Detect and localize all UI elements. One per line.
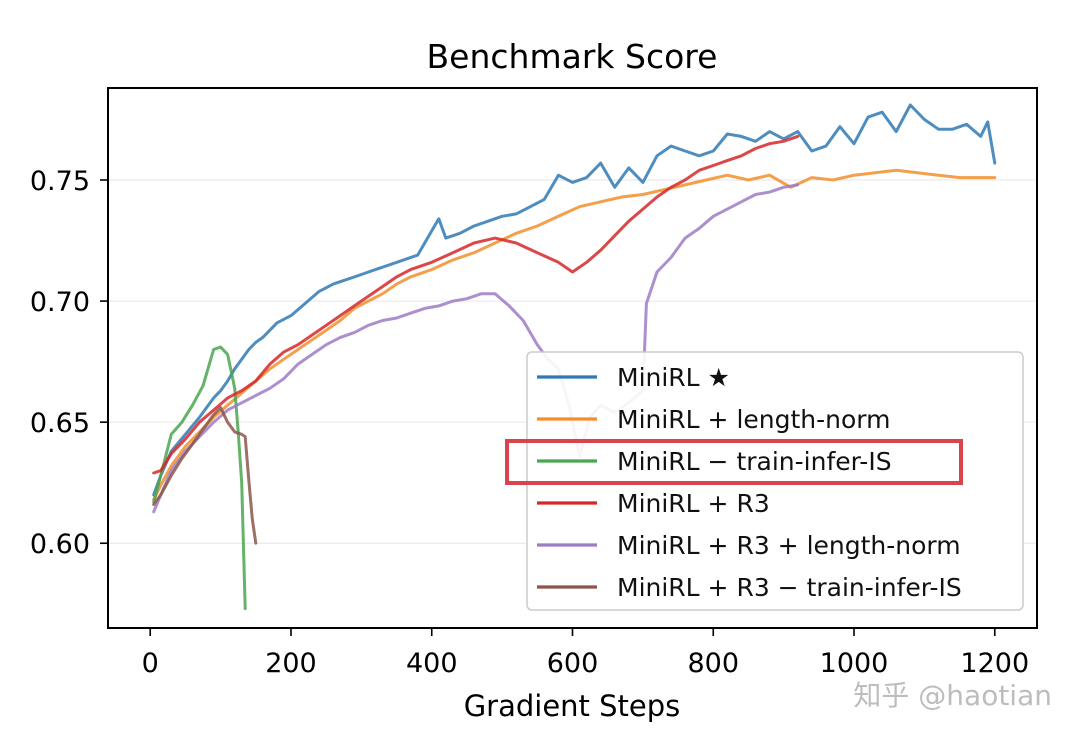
x-tick-label: 600 bbox=[547, 648, 599, 679]
x-axis-ticks: 0 200 400 600 800 1000 1200 bbox=[142, 628, 1029, 679]
x-tick-label: 400 bbox=[406, 648, 458, 679]
watermark: 知乎 @haotian bbox=[853, 679, 1052, 712]
legend: MiniRL ★ MiniRL + length-norm MiniRL − tra… bbox=[505, 351, 1024, 611]
legend-label-2: MiniRL − train-infer-IS bbox=[617, 447, 892, 476]
x-tick-label: 800 bbox=[687, 648, 739, 679]
legend-label-0: MiniRL ★ bbox=[617, 363, 730, 392]
legend-entries: MiniRL ★ MiniRL + length-norm MiniRL − tra… bbox=[537, 363, 962, 602]
series-line-3 bbox=[152, 134, 800, 475]
y-axis-ticks: 0.60 0.65 0.70 0.75 bbox=[30, 166, 108, 560]
y-tick-label: 0.75 bbox=[30, 166, 90, 197]
legend-label-5: MiniRL + R3 − train-infer-IS bbox=[617, 573, 962, 602]
series-line-5 bbox=[152, 406, 258, 545]
x-tick-label: 1200 bbox=[960, 648, 1029, 679]
series-lines bbox=[152, 103, 997, 611]
legend-label-4: MiniRL + R3 + length-norm bbox=[617, 531, 961, 560]
x-tick-label: 200 bbox=[265, 648, 317, 679]
chart-title: Benchmark Score bbox=[427, 37, 718, 76]
x-tick-label: 0 bbox=[142, 648, 159, 679]
y-tick-label: 0.70 bbox=[30, 287, 90, 318]
legend-highlight-box bbox=[505, 439, 963, 485]
series-line-2 bbox=[152, 345, 247, 611]
legend-label-3: MiniRL + R3 bbox=[617, 489, 770, 518]
series-line-0 bbox=[152, 103, 997, 497]
x-tick-label: 1000 bbox=[820, 648, 889, 679]
series-line-4 bbox=[152, 183, 800, 514]
x-axis-label: Gradient Steps bbox=[464, 689, 681, 723]
y-tick-label: 0.60 bbox=[30, 529, 90, 560]
y-tick-label: 0.65 bbox=[30, 408, 90, 439]
legend-label-1: MiniRL + length-norm bbox=[617, 405, 891, 434]
